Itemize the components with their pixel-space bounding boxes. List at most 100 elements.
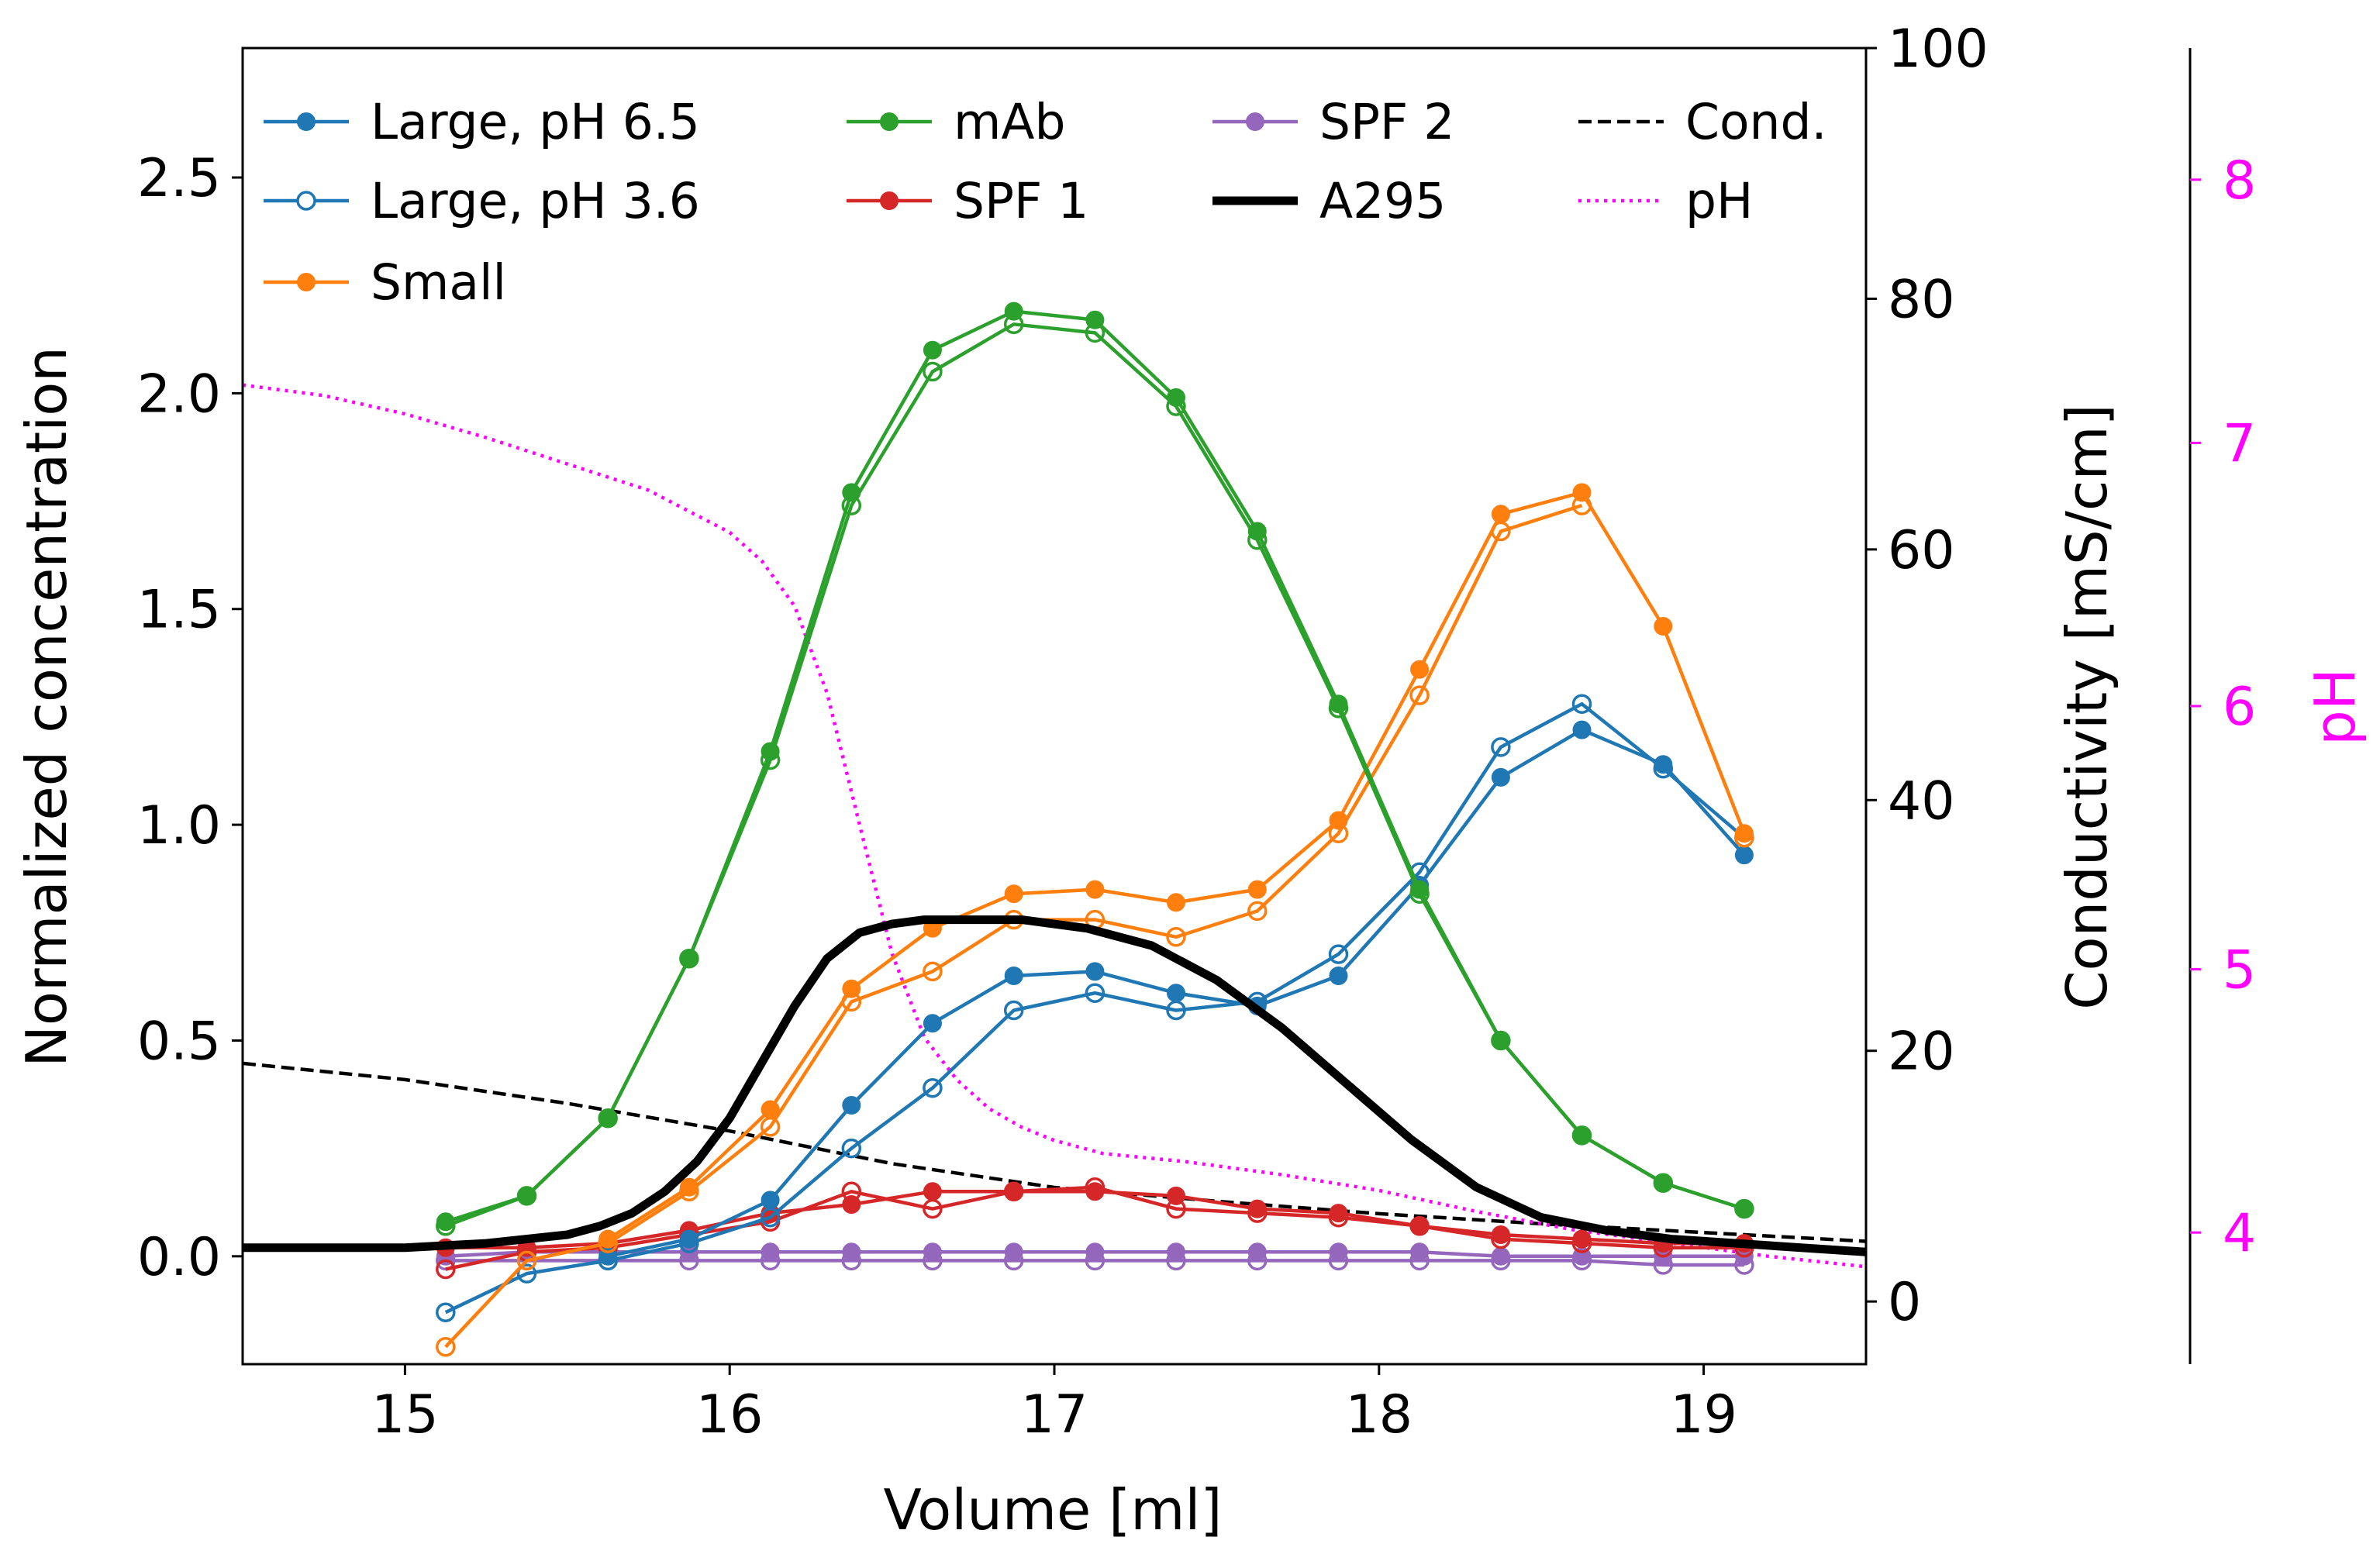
y-tick-label: 1.0	[137, 795, 221, 856]
series-line-spf-2-ph-3-6	[445, 1259, 1744, 1267]
data-point-spf-2-ph-3-6	[1166, 1250, 1186, 1271]
data-point-spf-2-ph-3-6	[1653, 1255, 1674, 1275]
legend-label: SPF 1	[954, 173, 1088, 229]
data-point-large-ph-3-6	[1328, 944, 1349, 964]
a295-line	[243, 915, 1866, 1256]
data-point-spf-1-ph-3-6	[1491, 1229, 1511, 1249]
data-point-spf-2-ph-3-6	[679, 1250, 699, 1271]
legend-label: A295	[1319, 173, 1446, 229]
data-point-mab-ph-3-6	[679, 948, 699, 969]
data-point-small	[1247, 880, 1267, 899]
data-point-small	[1410, 660, 1430, 679]
data-point-large-ph-6-5	[1004, 967, 1023, 985]
data-point-large-ph-6-5	[1329, 967, 1348, 985]
data-point-mab-ph-3-6	[1734, 1198, 1754, 1219]
legend-label: SPF 2	[1319, 94, 1454, 150]
data-point-small-ph-3-6	[516, 1250, 537, 1271]
data-point-small-ph-3-6	[760, 1117, 781, 1137]
data-point-mab-ph-3-6	[1166, 396, 1186, 416]
data-point-small-ph-3-6	[1409, 685, 1430, 705]
data-point-spf-1	[923, 1182, 942, 1201]
data-point-spf-1-ph-3-6	[436, 1259, 456, 1280]
legend-label: Large, pH 6.5	[371, 94, 700, 150]
data-point-large-ph-3-6	[760, 1207, 781, 1228]
legend-marker	[296, 191, 316, 211]
conductivity-tick-label: 100	[1888, 19, 1989, 80]
conductivity-tick-label: 0	[1888, 1272, 1921, 1333]
data-point-small-ph-3-6	[598, 1233, 618, 1253]
data-point-small	[1004, 884, 1023, 904]
data-point-spf-1-ph-3-6	[1409, 1216, 1430, 1236]
data-point-small-ph-3-6	[679, 1181, 699, 1202]
data-point-large-ph-3-6	[598, 1250, 618, 1271]
data-point-large-ph-3-6	[1166, 1000, 1186, 1021]
data-point-large-ph-6-5	[923, 1014, 942, 1033]
data-point-small-ph-3-6	[1166, 927, 1186, 947]
legend-item: SPF 2	[1212, 94, 1454, 150]
axes: 15 16 17 18 19 0.0 0.5 1.0 1.5 2.0 2.5 0 20 40 60 80 100…	[137, 19, 2256, 1446]
series-line-large-ph-3-6	[444, 701, 1746, 1315]
data-point-spf-1-ph-3-6	[923, 1198, 943, 1219]
series-mab-ph-3-6	[436, 314, 1754, 1236]
data-point-spf-1-ph-3-6	[1328, 1207, 1349, 1228]
conductivity-tick-label: 60	[1888, 520, 1955, 581]
data-point-mab-ph-3-6	[1247, 529, 1268, 550]
data-point-mab-ph-3-6	[436, 1216, 456, 1236]
data-point-spf-2-ph-3-6	[1491, 1250, 1511, 1271]
data-point-spf-2-ph-3-6	[1085, 1250, 1105, 1271]
legend-item: A295	[1212, 173, 1446, 229]
data-point-large-ph-3-6	[923, 1077, 943, 1098]
x-tick-label: 18	[1346, 1384, 1413, 1446]
data-point-mab-ph-3-6	[760, 750, 781, 770]
data-point-spf-2-ph-3-6	[1571, 1250, 1592, 1271]
conductivity-tick-label: 20	[1888, 1022, 1955, 1083]
ph-tick-label: 4	[2223, 1203, 2256, 1264]
data-point-large-ph-6-5	[842, 1096, 861, 1115]
data-point-large-ph-3-6	[1491, 737, 1511, 757]
legend: Large, pH 6.5 Large, pH 3.6 Small mAb SPF 1 S…	[264, 94, 1826, 311]
y-tick-label: 1.5	[137, 580, 221, 641]
data-point-mab-ph-3-6	[598, 1108, 618, 1129]
data-point-large-ph-6-5	[761, 1191, 780, 1210]
data-point-large-ph-6-5	[1572, 720, 1592, 739]
x-tick-label: 15	[371, 1384, 439, 1446]
data-point-mab-ph-3-6	[1571, 1125, 1592, 1146]
data-point-mab-ph-3-6	[841, 495, 862, 515]
data-point-small-ph-3-6	[1571, 495, 1592, 515]
data-point-large-ph-3-6	[1003, 1000, 1024, 1021]
x-tick-label: 16	[696, 1384, 764, 1446]
data-point-spf-1-ph-3-6	[1571, 1233, 1592, 1253]
data-point-small-ph-3-6	[1734, 828, 1754, 848]
legend-label: Cond.	[1685, 94, 1826, 150]
data-point-large-ph-6-5	[1491, 767, 1510, 787]
legend-item: Cond.	[1578, 94, 1826, 150]
conductivity-tick-label: 80	[1888, 269, 1955, 330]
data-point-mab-ph-3-6	[923, 361, 943, 382]
data-point-mab-ph-3-6	[1491, 1030, 1511, 1051]
legend-item: Large, pH 3.6	[264, 173, 700, 229]
legend-item: Small	[264, 254, 506, 311]
legend-item: pH	[1578, 173, 1753, 229]
data-point-small-ph-3-6	[1247, 901, 1268, 922]
legend-marker	[880, 112, 899, 131]
ph-tick-label: 8	[2223, 150, 2256, 212]
x-tick-label: 19	[1670, 1384, 1737, 1446]
data-point-spf-1-ph-3-6	[1166, 1198, 1186, 1219]
data-point-small-ph-3-6	[1491, 521, 1511, 542]
data-point-large-ph-6-5	[1734, 846, 1754, 865]
ph-tick-label: 6	[2223, 677, 2256, 738]
ph-tick-label: 7	[2223, 413, 2256, 474]
data-point-large-ph-3-6	[436, 1302, 456, 1322]
legend-label: Large, pH 3.6	[371, 173, 700, 229]
data-point-large-ph-6-5	[1167, 984, 1185, 1003]
legend-marker	[880, 191, 899, 210]
y-tick-label: 2.5	[137, 148, 221, 209]
data-point-spf-1-ph-3-6	[841, 1181, 862, 1202]
series-line-mab-ph-3-6	[445, 322, 1745, 1228]
data-point-mab-ph-3-6	[1328, 698, 1349, 719]
data-point-small-ph-3-6	[841, 991, 862, 1012]
data-point-mab-ph-3-6	[1409, 884, 1430, 904]
data-point-spf-2-ph-3-6	[1328, 1250, 1349, 1271]
data-point-small	[1167, 893, 1185, 912]
